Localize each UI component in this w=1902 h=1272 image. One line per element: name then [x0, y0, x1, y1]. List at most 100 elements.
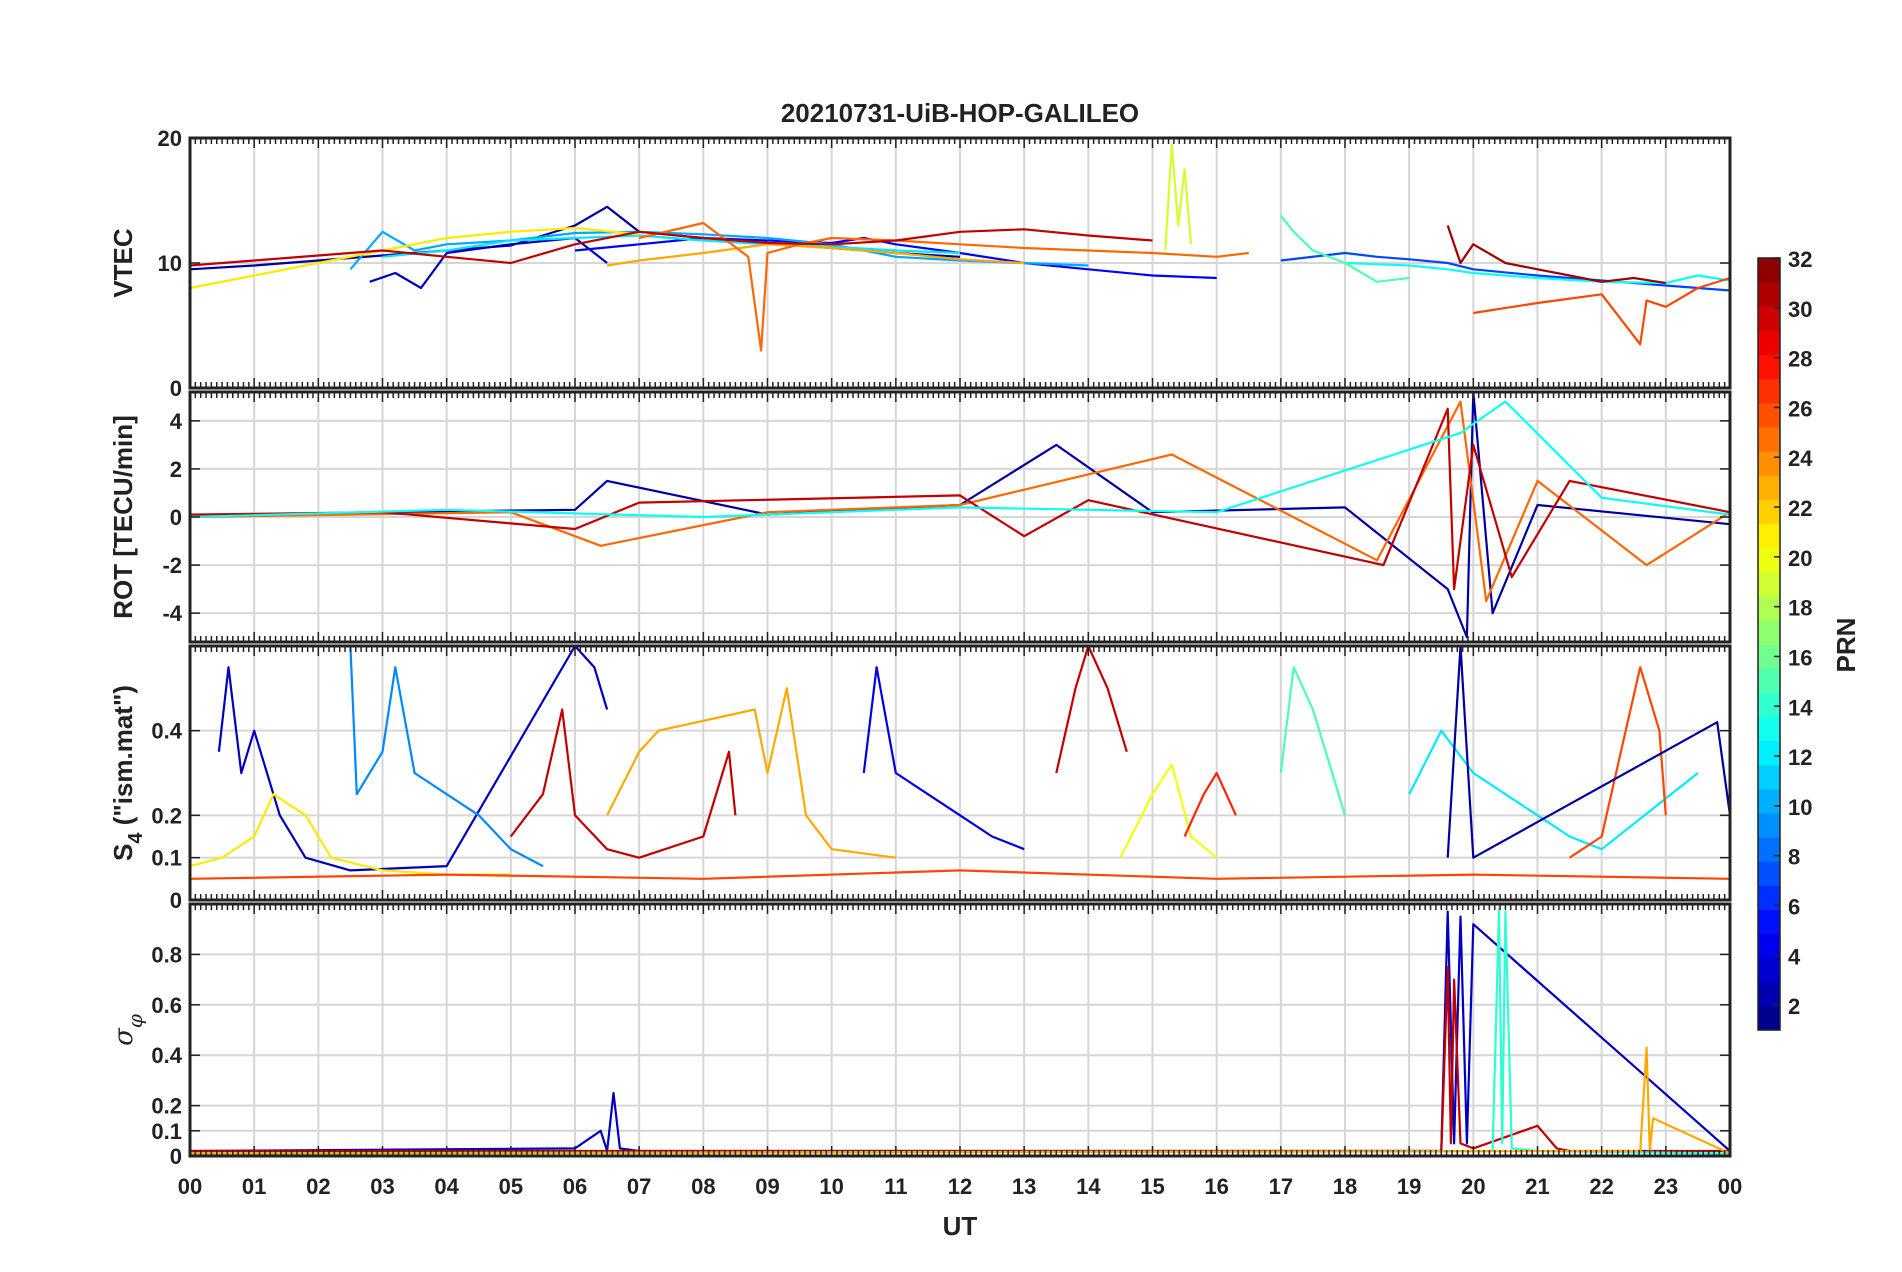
series-prn-27: [1183, 771, 1237, 837]
colorbar-tick-label: 20: [1788, 546, 1812, 571]
series-prn-23: [606, 243, 1025, 267]
series-prn-25: [638, 221, 1249, 352]
y-tick-label: 0: [170, 1144, 182, 1169]
colorbar-tick-label: 2: [1788, 994, 1800, 1019]
colorbar-tick-label: 32: [1788, 247, 1812, 272]
colorbar-tick-label: 10: [1788, 795, 1812, 820]
series-prn-4: [862, 666, 1025, 851]
y-tick-label: 0.6: [151, 993, 182, 1018]
series-prn-30: [1055, 646, 1128, 774]
x-tick-label: 22: [1589, 1174, 1613, 1199]
colorbar-tick-label: 6: [1788, 894, 1800, 919]
x-tick-label: 23: [1654, 1174, 1678, 1199]
y-tick-label: 0: [170, 888, 182, 913]
panel-vtec: 0 10 20 VTEC: [108, 126, 1732, 401]
colorbar-tick-label: 14: [1788, 695, 1813, 720]
x-tick-label: 02: [306, 1174, 330, 1199]
series-prn-31: [1446, 225, 1666, 285]
x-tick-label: 00: [1718, 1174, 1742, 1199]
colorbar-tick-label: 24: [1788, 446, 1813, 471]
series-prn-13: [1344, 261, 1730, 285]
series-prn-21: [190, 226, 640, 290]
colorbar-label: PRN: [1831, 618, 1861, 673]
x-tick-label: 14: [1076, 1174, 1101, 1199]
series-prn-30: [509, 708, 737, 859]
colorbar-tick-label: 30: [1788, 297, 1812, 322]
y-tick-label: -2: [162, 553, 182, 578]
series-prn-25: [190, 400, 1730, 603]
panel-s4: 0 0.1 0.2 0.4S4 ("ism.mat"): [108, 644, 1732, 913]
x-axis-tick-labels: 00 01 02 03 04 05 06 07 08 09 10 11 12 13 14 15 16 17 18 19…: [178, 1174, 1742, 1199]
series-prn-26: [1568, 666, 1667, 859]
series-prn-2: [1446, 646, 1730, 859]
series-prn-30: [190, 965, 1730, 1153]
x-tick-label: 12: [948, 1174, 972, 1199]
chart-title: 20210731-UiB-HOP-GALILEO: [781, 98, 1139, 128]
panel-rot: -4 -2 0 2 4 ROT [TECU/min]: [108, 390, 1732, 644]
y-axis-label-s4: S4 ("ism.mat"): [108, 685, 147, 861]
colorbar-tick-label: 12: [1788, 745, 1812, 770]
series-prn-30: [190, 228, 1153, 267]
x-tick-label: 08: [691, 1174, 715, 1199]
colorbar-tick-label: 28: [1788, 347, 1812, 372]
x-tick-label: 18: [1333, 1174, 1357, 1199]
x-tick-label: 07: [627, 1174, 651, 1199]
y-tick-label: 4: [170, 409, 183, 434]
x-tick-label: 00: [178, 1174, 202, 1199]
y-axis-label-rot: ROT [TECU/min]: [108, 415, 138, 619]
colorbar-tick-label: 8: [1788, 845, 1800, 870]
series-prn-21: [190, 793, 511, 876]
x-tick-label: 19: [1397, 1174, 1421, 1199]
colorbar-tick-label: 26: [1788, 396, 1812, 421]
x-tick-label: 21: [1525, 1174, 1549, 1199]
series-prn-15: [1279, 214, 1410, 283]
x-tick-label: 13: [1012, 1174, 1036, 1199]
y-tick-label: 0.4: [151, 719, 182, 744]
y-tick-label: 0.2: [151, 1094, 182, 1119]
series-prn-2: [190, 392, 1730, 639]
x-tick-label: 20: [1461, 1174, 1485, 1199]
x-tick-label: 15: [1140, 1174, 1164, 1199]
colorbar-tick-label: 16: [1788, 645, 1812, 670]
y-tick-label: 0: [170, 376, 182, 401]
x-tick-label: 09: [755, 1174, 779, 1199]
y-axis-label-vtec: VTEC: [108, 228, 138, 298]
y-tick-label: 2: [170, 457, 182, 482]
series-prn-30: [190, 407, 1730, 591]
x-tick-label: 04: [434, 1174, 459, 1199]
series-prn-26: [1473, 276, 1730, 346]
y-tick-label: 0.2: [151, 803, 182, 828]
series-prn-10: [349, 230, 1089, 271]
x-tick-label: 03: [370, 1174, 394, 1199]
x-tick-label: 11: [884, 1174, 907, 1199]
x-tick-label: 10: [819, 1174, 843, 1199]
x-tick-label: 16: [1204, 1174, 1228, 1199]
series-prn-20: [1119, 763, 1218, 859]
colorbar-tick-label: 4: [1788, 944, 1801, 969]
y-tick-label: 0.1: [151, 846, 182, 871]
colorbar-tick-label: 22: [1788, 496, 1812, 521]
x-tick-label: 01: [242, 1174, 266, 1199]
y-tick-label: -4: [162, 601, 182, 626]
series-prn-23: [606, 687, 896, 859]
x-tick-label: 06: [563, 1174, 587, 1199]
x-tick-label: 17: [1269, 1174, 1293, 1199]
series-prn-15: [1279, 666, 1347, 816]
colorbar-tick-label: 18: [1788, 596, 1812, 621]
series-prn-26: [190, 869, 1730, 880]
x-tick-label: 05: [499, 1174, 523, 1199]
series-prn-9: [349, 646, 544, 868]
y-axis-label-sigma_phi: σφ: [109, 1014, 147, 1046]
y-tick-label: 10: [158, 251, 182, 276]
series-prn-12: [1408, 729, 1699, 851]
series-prn-3: [217, 646, 609, 872]
series-prn-19: [1164, 143, 1193, 251]
y-tick-label: 0: [170, 505, 182, 530]
panel-sigma-phi: 00.10.2 0.4 0.6 0.8 σφ: [109, 902, 1732, 1169]
y-tick-label: 0.4: [151, 1043, 182, 1068]
series-prn-12: [382, 234, 961, 258]
series-prn-13: [190, 400, 1730, 519]
y-tick-label: 0.1: [151, 1119, 182, 1144]
